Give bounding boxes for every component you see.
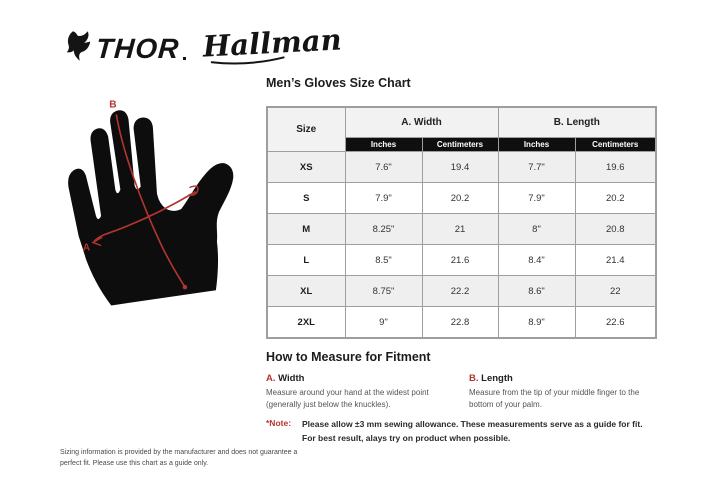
- size-cell: XS: [266, 151, 346, 183]
- width-inches-cell: 7.9": [344, 182, 423, 214]
- measure-line-b-end-dot: [182, 284, 188, 290]
- measure-length-title: Length: [481, 373, 513, 384]
- subheader-length-inches: Inches: [497, 137, 576, 152]
- length-centimeters-cell: 20.8: [574, 213, 657, 245]
- measure-width-title: Width: [278, 373, 305, 384]
- length-centimeters-cell: 21.4: [574, 244, 657, 276]
- width-centimeters-cell: 21.6: [421, 244, 499, 276]
- measure-line-b: [115, 114, 186, 287]
- glove-measurement-diagram: B A: [68, 99, 234, 306]
- measure-line-a-left-arrowhead: [91, 236, 103, 247]
- table-row-l: L 8.5" 21.6 8.4" 21.4: [266, 244, 657, 276]
- width-inches-cell: 8.75": [344, 275, 423, 307]
- thor-helmet-icon: [66, 31, 91, 61]
- column-header-size: Size: [266, 106, 346, 152]
- measure-length-letter: B.: [469, 373, 479, 384]
- length-inches-cell: 8": [497, 213, 576, 245]
- table-row-xs: XS 7.6" 19.4 7.7" 19.6: [266, 151, 657, 183]
- thor-trademark-dot: [183, 57, 187, 60]
- hallman-logo: Hallman: [202, 22, 343, 67]
- measure-width-letter: A.: [266, 373, 276, 384]
- width-inches-cell: 8.5": [344, 244, 423, 276]
- measure-width-block: A. Width Measure around your hand at the…: [266, 373, 458, 411]
- table-row-s: S 7.9" 20.2 7.9" 20.2: [266, 182, 657, 214]
- measure-length-block: B. Length Measure from the tip of your m…: [469, 373, 665, 411]
- size-cell: XL: [266, 275, 346, 307]
- measure-width-label: A. Width: [266, 373, 458, 384]
- measure-columns: A. Width Measure around your hand at the…: [266, 373, 665, 411]
- column-header-width: A. Width: [344, 106, 499, 138]
- size-cell: L: [266, 244, 346, 276]
- width-centimeters-cell: 19.4: [421, 151, 499, 183]
- subheader-width-centimeters: Centimeters: [421, 137, 499, 152]
- table-row-2xl: 2XL 9" 22.8 8.9" 22.6: [266, 306, 657, 339]
- brand-logos: THOR Hallman: [66, 22, 343, 68]
- subheader-width-inches: Inches: [344, 137, 423, 152]
- measure-length-text: Measure from the tip of your middle fing…: [469, 388, 640, 409]
- note-text: Please allow ±3 mm sewing allowance. The…: [302, 419, 643, 443]
- width-centimeters-cell: 22.8: [421, 306, 499, 339]
- chart-title: Men’s Gloves Size Chart: [266, 76, 411, 90]
- diagram-label-a: A: [83, 243, 91, 254]
- length-inches-cell: 8.4": [497, 244, 576, 276]
- thor-logo: THOR: [66, 29, 187, 64]
- thor-wordmark: THOR: [94, 33, 181, 64]
- disclaimer-text: Sizing information is provided by the ma…: [60, 449, 298, 468]
- measure-width-text: Measure around your hand at the widest p…: [266, 388, 429, 409]
- measure-line-a: [93, 190, 197, 243]
- size-chart-table: Size A. Width B. Length Inches Centimete…: [266, 106, 658, 339]
- hallman-swash: [211, 55, 285, 64]
- column-header-length: B. Length: [497, 106, 657, 138]
- width-inches-cell: 8.25": [344, 213, 423, 245]
- size-cell: M: [266, 213, 346, 245]
- width-inches-cell: 7.6": [344, 151, 423, 183]
- measure-heading: How to Measure for Fitment: [266, 350, 431, 364]
- length-centimeters-cell: 22.6: [574, 306, 657, 339]
- size-cell: S: [266, 182, 346, 214]
- width-centimeters-cell: 21: [421, 213, 499, 245]
- subheader-length-centimeters: Centimeters: [574, 137, 657, 152]
- length-inches-cell: 7.9": [497, 182, 576, 214]
- measure-line-a-right-arrowhead: [188, 185, 199, 196]
- table-row-xl: XL 8.75" 22.2 8.6" 22: [266, 275, 657, 307]
- hand-silhouette: [68, 110, 234, 306]
- length-centimeters-cell: 22: [574, 275, 657, 307]
- width-inches-cell: 9": [344, 306, 423, 339]
- table-row-m: M 8.25" 21 8" 20.8: [266, 213, 657, 245]
- diagram-label-b: B: [109, 99, 116, 110]
- length-centimeters-cell: 19.6: [574, 151, 657, 183]
- width-centimeters-cell: 20.2: [421, 182, 499, 214]
- length-inches-cell: 7.7": [497, 151, 576, 183]
- measure-length-label: B. Length: [469, 373, 665, 384]
- note-label: *Note:: [266, 418, 292, 428]
- length-inches-cell: 8.6": [497, 275, 576, 307]
- sizing-note: *Note: Please allow ±3 mm sewing allowan…: [266, 418, 658, 445]
- size-cell: 2XL: [266, 306, 346, 339]
- width-centimeters-cell: 22.2: [421, 275, 499, 307]
- length-centimeters-cell: 20.2: [574, 182, 657, 214]
- length-inches-cell: 8.9": [497, 306, 576, 339]
